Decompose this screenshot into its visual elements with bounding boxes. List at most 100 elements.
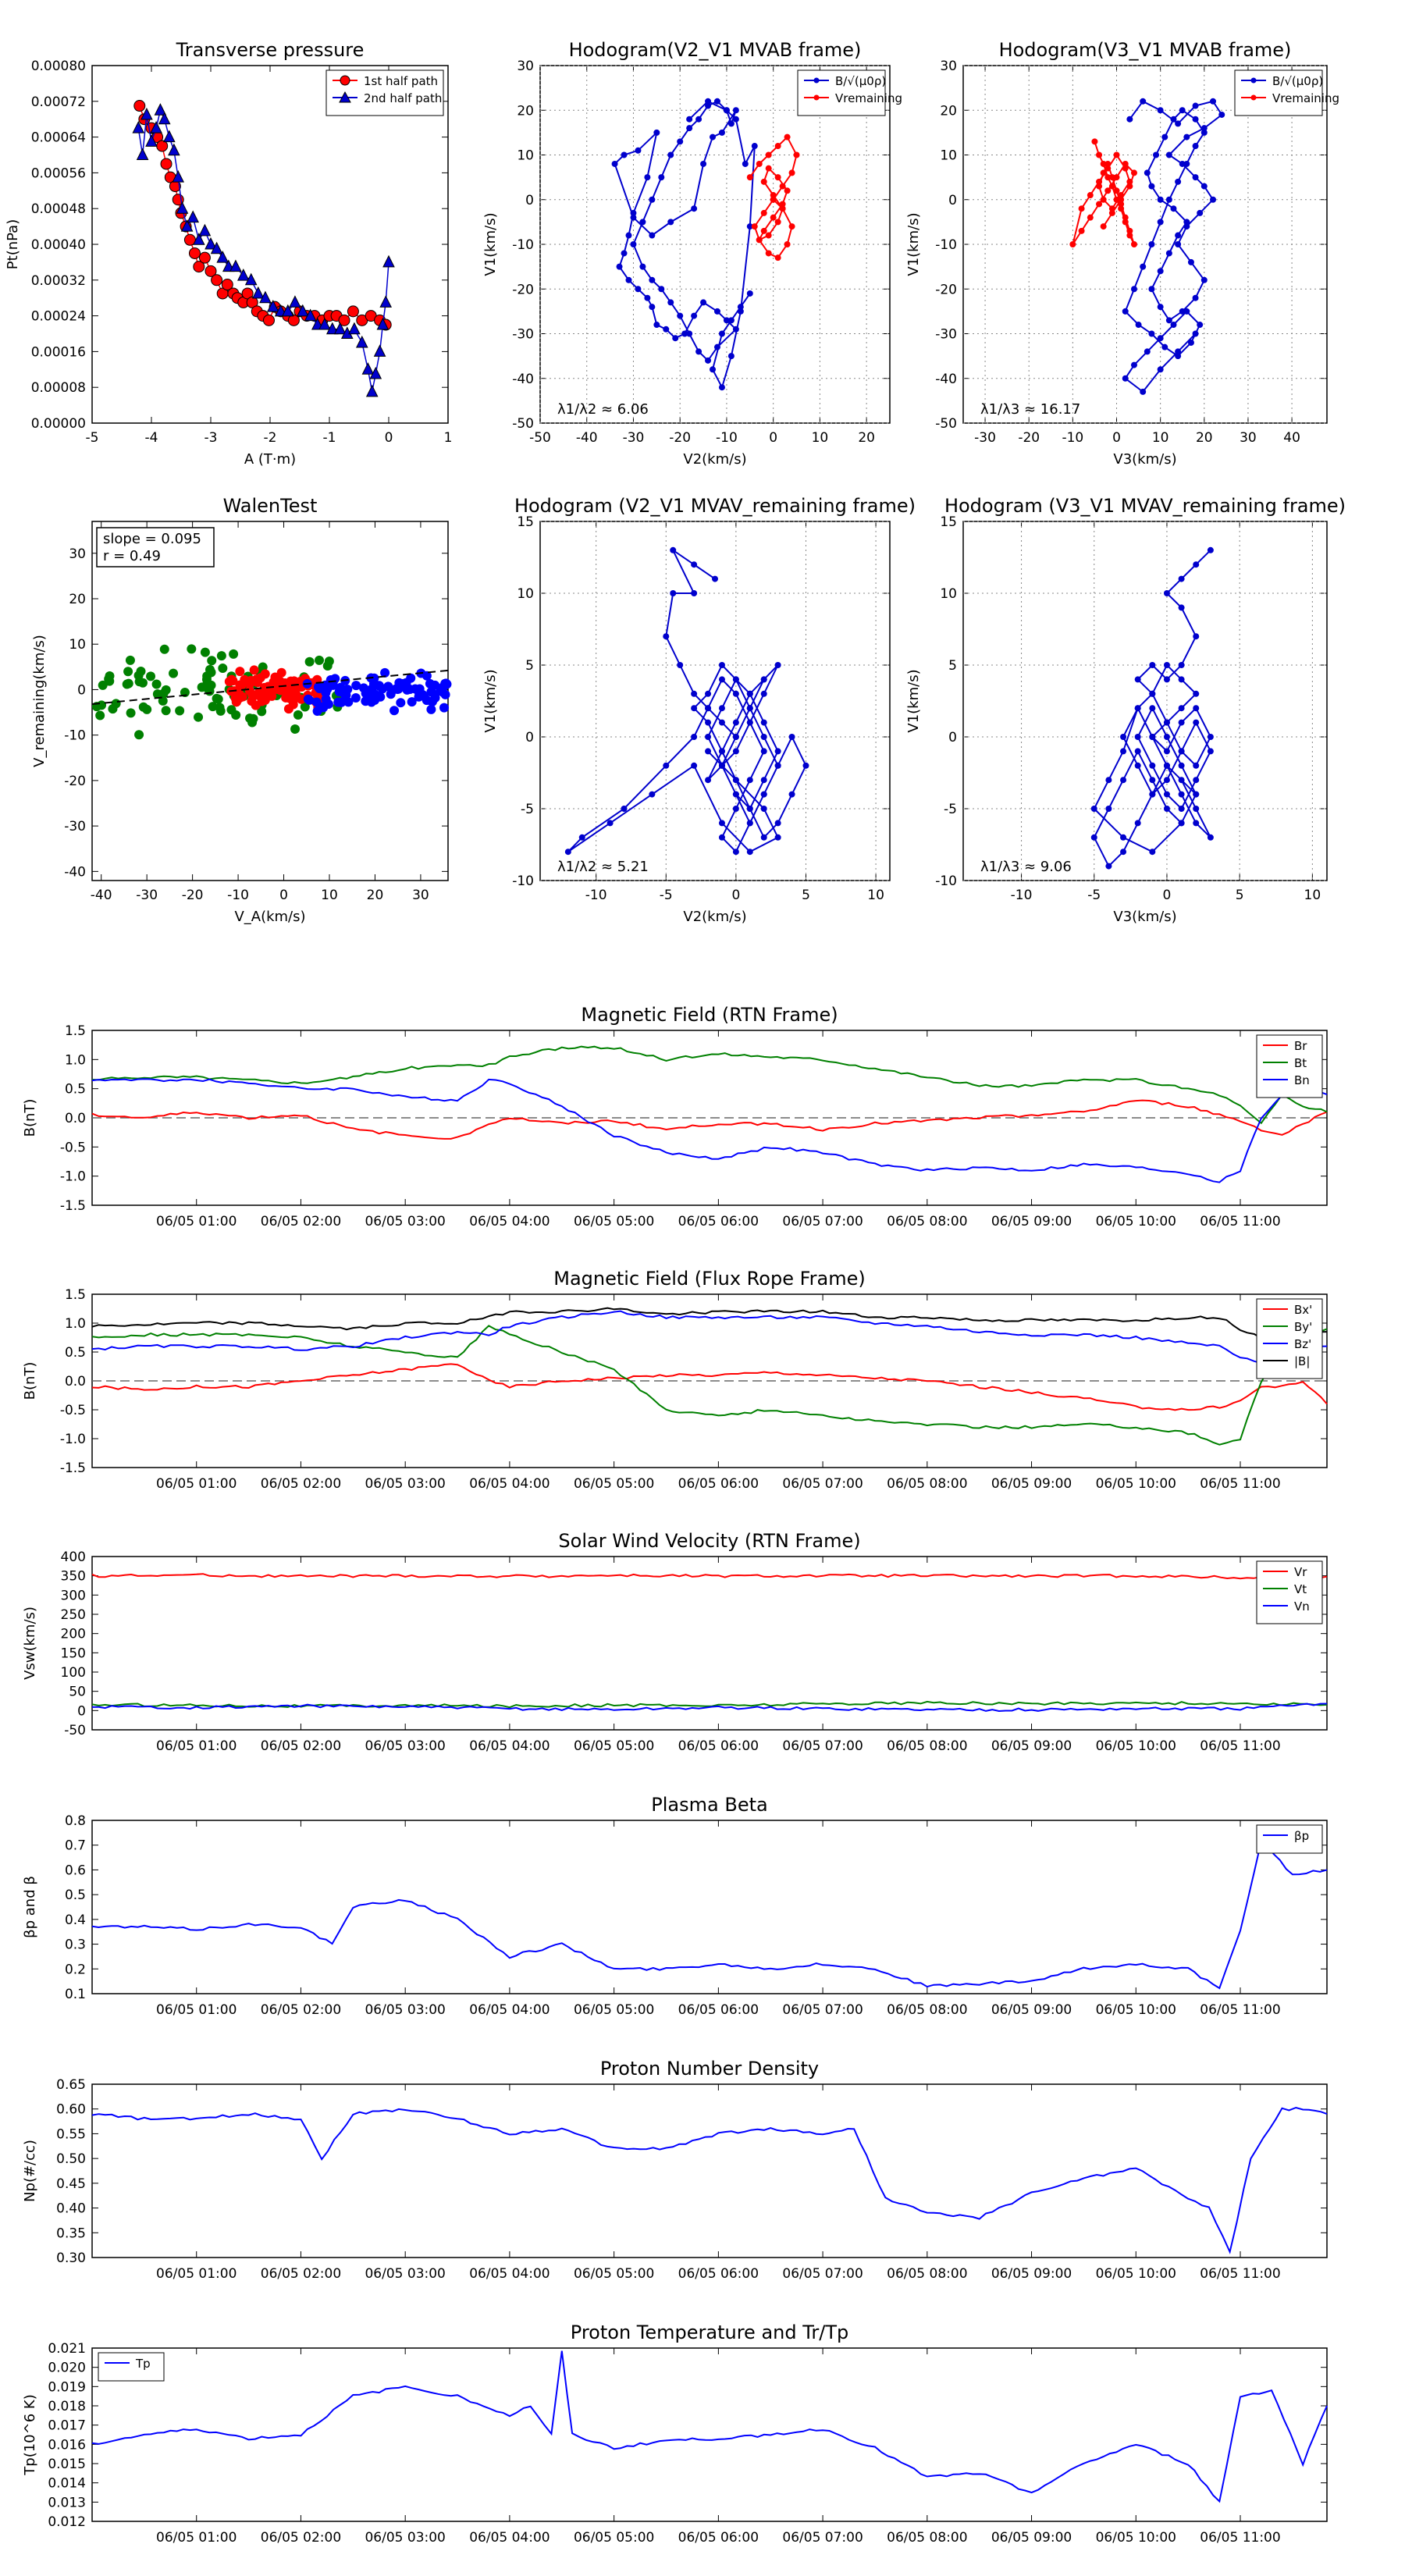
solar-wind-velocity-x-tick-label: 06/05 03:00 xyxy=(365,1738,445,1754)
hodogram-v3-v1-mvab-legend-marker xyxy=(1250,77,1257,84)
transverse-pressure-point xyxy=(348,322,361,335)
hodogram-v2-v1-mvab-point xyxy=(723,107,730,114)
hodogram-v3-v1-mvab-point xyxy=(1118,205,1125,212)
hodogram-v2-v1-mvab-point xyxy=(718,384,725,391)
walen-test-point xyxy=(187,644,197,654)
plasma-beta-x-tick-label: 06/05 06:00 xyxy=(678,2002,759,2018)
plasma-beta-y-tick-label: 0.4 xyxy=(65,1912,86,1928)
solar-wind-velocity-series-line xyxy=(91,1703,1328,1713)
solar-wind-velocity-frame xyxy=(91,1556,1328,1731)
walen-test-point xyxy=(218,664,228,674)
hodogram-v2-v1-mvab-x-tick-label: 0 xyxy=(769,430,777,446)
transverse-pressure-point xyxy=(205,237,217,250)
hodogram-v3-v1-mvab-series-line xyxy=(1124,100,1223,393)
walen-test-point xyxy=(300,702,310,712)
plasma-beta-x-tick-label: 06/05 04:00 xyxy=(469,2002,550,2018)
magnetic-field-rtn-y-tick-label: -0.5 xyxy=(60,1140,86,1155)
hodogram-v3-v1-mvab-point xyxy=(1175,120,1182,127)
hodogram-v3-v1-mvab-point xyxy=(1179,308,1186,315)
hodogram-v3-v1-mvab-point xyxy=(1118,196,1125,203)
walen-test-y-tick-label: 0 xyxy=(77,682,86,698)
hodogram-v3-v1-mvav-point xyxy=(1207,748,1214,755)
hodogram-v3-v1-mvav-point xyxy=(1134,820,1141,827)
hodogram-v2-v1-mvab-y-tick-label: -50 xyxy=(512,416,534,432)
plasma-beta-x-tick-label: 06/05 02:00 xyxy=(261,2002,341,2018)
transverse-pressure-point xyxy=(145,134,158,147)
hodogram-v3-v1-mvav-point xyxy=(1149,777,1156,784)
hodogram-v3-v1-mvav-point xyxy=(1120,849,1127,856)
hodogram-v3-v1-mvav-y-tick-label: 10 xyxy=(940,586,957,602)
hodogram-v3-v1-mvab-point xyxy=(1140,263,1147,270)
walen-test-point xyxy=(213,694,223,704)
hodogram-v2-v1-mvav-point xyxy=(760,719,767,726)
hodogram-v3-v1-mvav-point xyxy=(1163,791,1170,798)
walen-test-point xyxy=(318,702,328,712)
hodogram-v2-v1-mvab-point xyxy=(695,116,702,123)
hodogram-v2-v1-mvab-point xyxy=(713,98,720,105)
hodogram-v2-v1-mvab-point xyxy=(630,209,637,216)
hodogram-v3-v1-mvav-point xyxy=(1134,676,1141,683)
transverse-pressure-point xyxy=(289,295,301,308)
hodogram-v2-v1-mvab-point xyxy=(667,299,674,306)
hodogram-v2-v1-mvav-y-axis-label: V1(km/s) xyxy=(482,669,499,732)
hodogram-v3-v1-mvab-point xyxy=(1165,151,1172,158)
proton-number-density-x-tick-label: 06/05 01:00 xyxy=(156,2266,237,2282)
hodogram-v3-v1-mvab-point xyxy=(1144,169,1151,176)
hodogram-v2-v1-mvab-point xyxy=(760,209,767,216)
hodogram-v3-v1-mvab-y-tick-label: -40 xyxy=(935,372,957,387)
walen-test-point xyxy=(228,676,238,686)
transverse-pressure-y-tick-label: 0.00080 xyxy=(31,59,86,74)
solar-wind-velocity-x-tick-label: 06/05 06:00 xyxy=(678,1738,759,1754)
magnetic-field-flux-rope-x-tick-label: 06/05 06:00 xyxy=(678,1476,759,1492)
magnetic-field-rtn-x-tick-label: 06/05 02:00 xyxy=(261,1214,341,1229)
hodogram-v3-v1-mvav-x-tick-label: -10 xyxy=(1011,888,1033,903)
solar-wind-velocity-y-tick-label: 0 xyxy=(77,1703,86,1719)
proton-temperature-x-tick-label: 06/05 10:00 xyxy=(1096,2530,1176,2546)
solar-wind-velocity-x-tick-label: 06/05 11:00 xyxy=(1200,1738,1280,1754)
solar-wind-velocity-y-axis-label: Vsw(km/s) xyxy=(22,1606,38,1680)
magnetic-field-rtn-y-tick-label: 0.5 xyxy=(65,1082,86,1098)
proton-temperature-y-tick-label: 0.020 xyxy=(48,2361,86,2376)
walen-test-point xyxy=(244,679,254,689)
walen-test-point xyxy=(290,724,301,735)
hodogram-v2-v1-mvab-point xyxy=(746,174,753,181)
hodogram-v3-v1-mvab-eigen-ratio: λ1/λ3 ≈ 16.17 xyxy=(980,401,1080,418)
hodogram-v3-v1-mvab-point xyxy=(1192,330,1199,337)
walen-test-point xyxy=(249,665,259,675)
hodogram-v2-v1-mvab-point xyxy=(611,160,618,167)
transverse-pressure-point xyxy=(241,287,254,300)
hodogram-v3-v1-mvav-y-tick-label: -10 xyxy=(935,873,957,889)
transverse-pressure-point xyxy=(318,317,331,330)
hodogram-v2-v1-mvav-y-tick-label: -10 xyxy=(512,873,534,889)
transverse-pressure-point xyxy=(162,130,176,143)
hodogram-v3-v1-mvav-point xyxy=(1207,734,1214,740)
proton-number-density-y-tick-label: 0.55 xyxy=(56,2126,86,2142)
walen-test-point xyxy=(257,706,267,717)
hodogram-v3-v1-mvab-point xyxy=(1113,174,1120,181)
transverse-pressure-legend-marker xyxy=(340,75,350,86)
hodogram-v2-v1-mvab-point xyxy=(756,237,763,244)
magnetic-field-flux-rope-y-tick-label: 0.0 xyxy=(65,1374,86,1389)
hodogram-v2-v1-mvab-point xyxy=(649,276,656,283)
hodogram-v3-v1-mvav-title: Hodogram (V3_V1 MVAV_remaining frame) xyxy=(944,495,1346,517)
hodogram-v3-v1-mvab-point xyxy=(1183,308,1190,315)
magnetic-field-flux-rope-y-tick-label: 1.5 xyxy=(65,1287,86,1303)
walen-test-point xyxy=(123,678,133,688)
plasma-beta-series-line xyxy=(91,1839,1328,1990)
magnetic-field-flux-rope-legend-label: Bz' xyxy=(1294,1337,1311,1351)
hodogram-v2-v1-mvav-point xyxy=(649,791,656,798)
transverse-pressure-point xyxy=(361,362,375,375)
hodogram-v2-v1-mvav-point xyxy=(732,777,739,784)
magnetic-field-flux-rope-x-tick-label: 06/05 05:00 xyxy=(574,1476,654,1492)
hodogram-v3-v1-mvav-point xyxy=(1149,705,1156,712)
hodogram-v2-v1-mvav-point xyxy=(670,546,677,553)
hodogram-v3-v1-mvab-point xyxy=(1197,322,1204,329)
hodogram-v2-v1-mvab-y-tick-label: 20 xyxy=(517,103,534,119)
hodogram-v2-v1-mvab-legend-label: B/√(μ0ρ) xyxy=(835,74,886,88)
hodogram-v2-v1-mvab-point xyxy=(779,205,786,212)
hodogram-v3-v1-mvav-point xyxy=(1163,719,1170,726)
walen-test-point xyxy=(175,706,185,716)
proton-number-density-x-tick-label: 06/05 08:00 xyxy=(887,2266,967,2282)
hodogram-v2-v1-mvab-point xyxy=(649,232,656,239)
hodogram-v3-v1-mvab-point xyxy=(1192,143,1199,150)
